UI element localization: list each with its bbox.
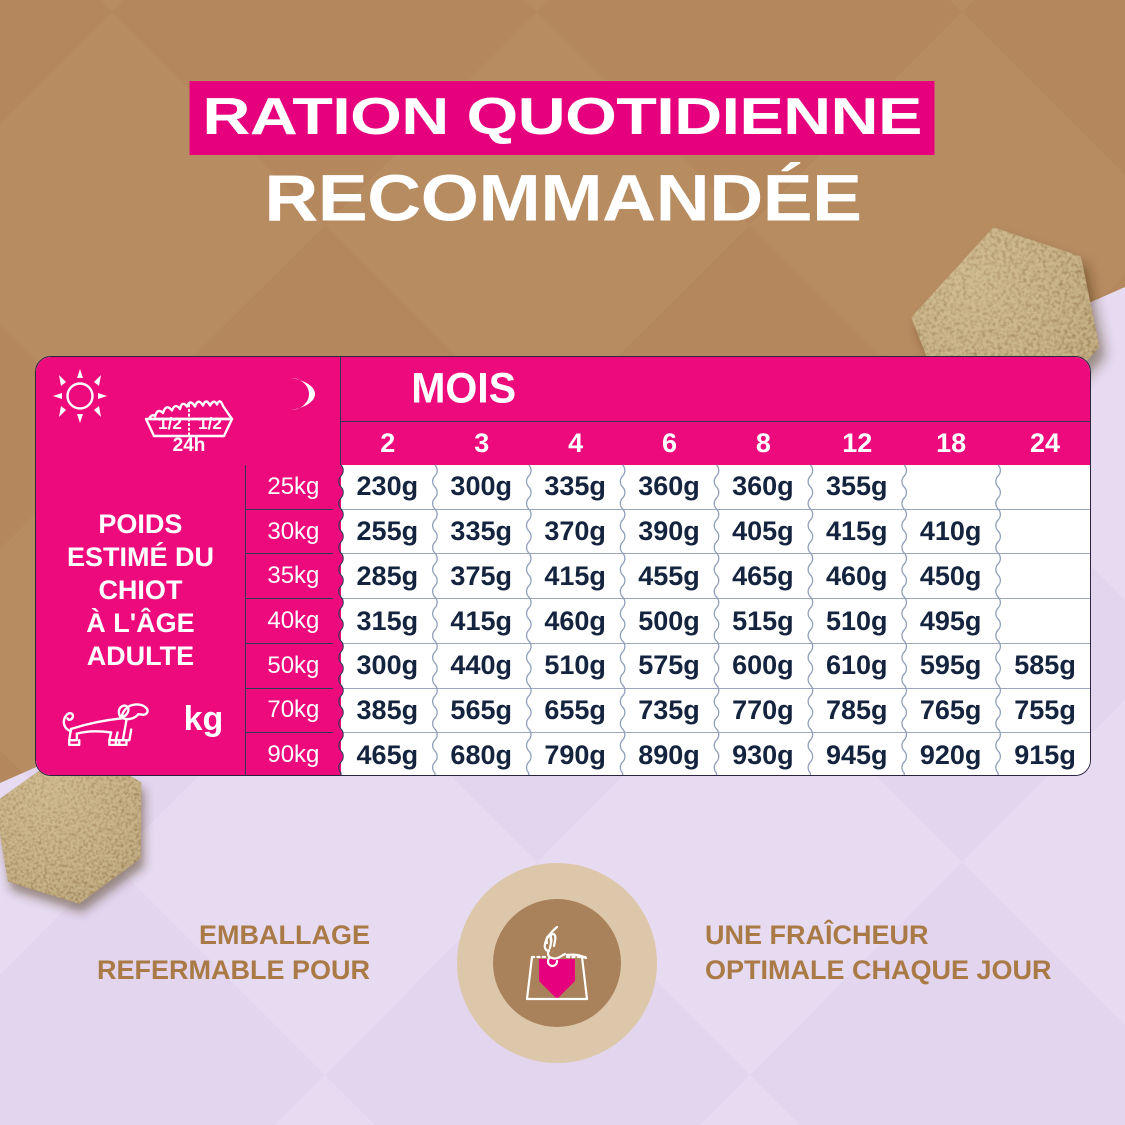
svg-text:24h: 24h	[173, 435, 206, 455]
svg-text:1/2: 1/2	[158, 414, 182, 433]
svg-text:1/2: 1/2	[198, 414, 222, 433]
